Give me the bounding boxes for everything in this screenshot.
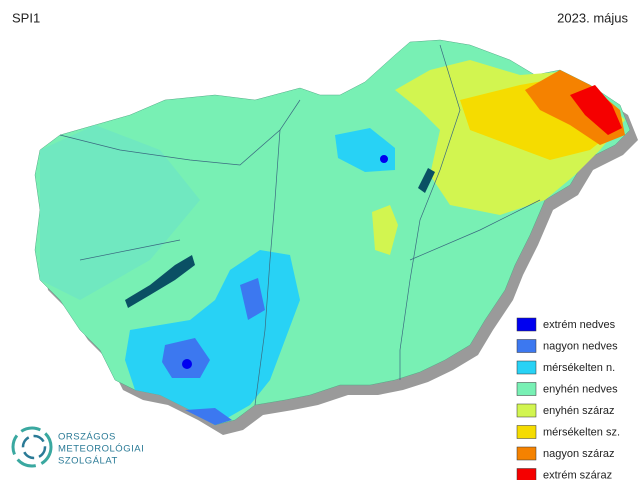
dry-patch <box>372 205 398 255</box>
legend-label: mérsékelten n. <box>543 362 615 374</box>
area-west <box>40 125 200 300</box>
legend-label: mérsékelten sz. <box>543 426 620 438</box>
legend-swatch <box>516 382 537 396</box>
logo-mark-inner <box>21 434 47 460</box>
lake-tisza <box>418 168 435 193</box>
logo-text: METEOROLÓGIAI <box>58 444 144 455</box>
map-date: 2023. május <box>557 10 628 25</box>
rivers <box>59 44 541 406</box>
legend-label: extrém száraz <box>543 469 612 480</box>
logo-text: SZOLGÁLAT <box>58 456 118 467</box>
extreme-dry <box>570 85 622 135</box>
logo-mark <box>11 426 53 468</box>
lake-balaton <box>125 255 195 308</box>
map <box>34 39 638 435</box>
map-title: SPI1 <box>12 10 40 25</box>
legend-swatch <box>516 446 537 461</box>
extreme-wet-2 <box>380 155 388 163</box>
legend-label: enyhén száraz <box>543 405 615 417</box>
legend-label: nagyon száraz <box>543 448 615 460</box>
legend-swatch <box>516 339 537 353</box>
legend-label: nagyon nedves <box>543 340 618 352</box>
legend: extrém nedves nagyon nedves mérsékelten n.… <box>516 317 620 480</box>
wet-north <box>335 128 395 172</box>
very-wet <box>162 278 265 425</box>
logo-text: ORSZÁGOS <box>58 432 116 443</box>
legend-label: extrém nedves <box>543 319 616 331</box>
legend-label: enyhén nedves <box>543 383 618 395</box>
legend-swatch <box>516 403 537 418</box>
legend-swatch <box>516 360 537 375</box>
logo: ORSZÁGOS METEOROLÓGIAI SZOLGÁLAT <box>11 426 144 468</box>
legend-swatch <box>516 425 537 439</box>
legend-swatch <box>516 468 537 480</box>
extreme-wet <box>182 359 192 369</box>
legend-swatch <box>516 317 537 332</box>
